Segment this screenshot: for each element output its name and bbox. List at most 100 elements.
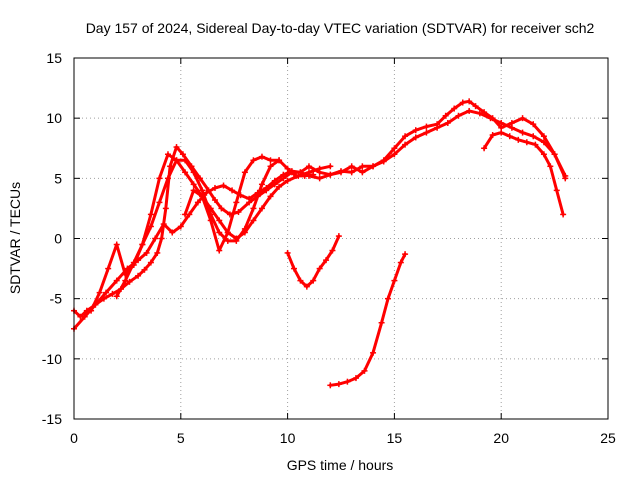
data-point <box>250 157 257 164</box>
series-track-4 <box>115 158 315 298</box>
data-point <box>173 144 180 151</box>
data-point <box>190 187 197 194</box>
x-tick-labels: 0 5 10 15 20 25 <box>70 430 616 446</box>
data-point <box>224 237 231 244</box>
data-point <box>88 307 95 314</box>
data-point <box>335 381 342 388</box>
data-point <box>229 187 236 194</box>
y-axis-label: SDTVAR / TECUs <box>7 182 23 294</box>
data-point <box>284 177 291 184</box>
data-point <box>284 165 291 172</box>
data-point <box>481 145 488 152</box>
data-point <box>263 184 270 191</box>
data-point <box>327 382 334 389</box>
data-point <box>103 289 110 296</box>
data-point <box>235 209 242 216</box>
data-point <box>250 217 257 224</box>
data-point <box>241 225 248 232</box>
data-point <box>147 223 154 230</box>
data-point <box>335 233 342 240</box>
data-point <box>182 169 189 176</box>
data-point <box>113 293 120 300</box>
data-point <box>402 141 409 148</box>
data-point <box>258 205 265 212</box>
data-point <box>562 172 569 179</box>
data-point <box>323 257 330 264</box>
data-point <box>81 313 88 320</box>
data-point <box>152 235 159 242</box>
y-tick-label: 0 <box>54 231 62 247</box>
data-point <box>344 378 351 385</box>
data-point <box>391 277 398 284</box>
data-point <box>130 259 137 266</box>
y-tick-labels: -15 -10 -5 0 5 10 15 <box>42 50 62 427</box>
data-point <box>423 129 430 136</box>
data-point <box>442 112 449 119</box>
data-point <box>211 196 218 203</box>
data-point <box>506 133 513 140</box>
chart-title: Day 157 of 2024, Sidereal Day-to-day VTE… <box>86 20 595 36</box>
data-point <box>370 349 377 356</box>
data-point <box>258 181 265 188</box>
data-point <box>216 229 223 236</box>
data-point <box>182 157 189 164</box>
data-point <box>310 277 317 284</box>
data-point <box>316 165 323 172</box>
data-point <box>310 171 317 178</box>
data-point <box>154 249 161 256</box>
data-point <box>378 319 385 326</box>
data-point <box>380 158 387 165</box>
y-tick-label: 15 <box>46 50 62 66</box>
data-point <box>547 163 554 170</box>
data-point <box>135 272 142 279</box>
data-point <box>297 277 304 284</box>
x-tick-label: 15 <box>387 430 403 446</box>
data-point <box>352 375 359 382</box>
data-point <box>267 193 274 200</box>
y-tick-label: -5 <box>50 291 63 307</box>
data-point <box>402 251 409 258</box>
data-point <box>190 169 197 176</box>
data-point <box>218 205 225 212</box>
x-tick-label: 5 <box>177 430 185 446</box>
series-track-5 <box>482 131 565 216</box>
data-point <box>276 157 283 164</box>
data-point <box>199 193 206 200</box>
data-point <box>109 290 116 297</box>
x-tick-label: 25 <box>600 430 616 446</box>
data-point <box>267 157 274 164</box>
data-point <box>162 205 169 212</box>
data-point <box>316 175 323 182</box>
data-point <box>267 163 274 170</box>
data-point <box>284 249 291 256</box>
data-point <box>402 133 409 140</box>
data-point <box>540 133 547 140</box>
data-point <box>241 169 248 176</box>
data-point <box>359 163 366 170</box>
data-point <box>164 151 171 158</box>
data-point <box>293 172 300 179</box>
data-point <box>540 151 547 158</box>
data-point <box>220 182 227 189</box>
series-track-3 <box>89 152 332 313</box>
data-point <box>303 283 310 290</box>
data-point <box>348 163 355 170</box>
data-point <box>147 259 154 266</box>
data-point <box>179 151 186 158</box>
data-point <box>280 171 287 178</box>
x-tick-label: 10 <box>280 430 296 446</box>
data-point <box>508 124 515 131</box>
data-point <box>177 223 184 230</box>
data-point <box>250 205 257 212</box>
data-point <box>412 127 419 134</box>
data-point <box>327 171 334 178</box>
data-point <box>143 249 150 256</box>
data-point <box>560 211 567 218</box>
data-point <box>156 175 163 182</box>
data-point <box>258 153 265 160</box>
data-point <box>391 151 398 158</box>
x-axis-label: GPS time / hours <box>287 457 394 473</box>
data-point <box>147 211 154 218</box>
data-point <box>459 99 466 106</box>
